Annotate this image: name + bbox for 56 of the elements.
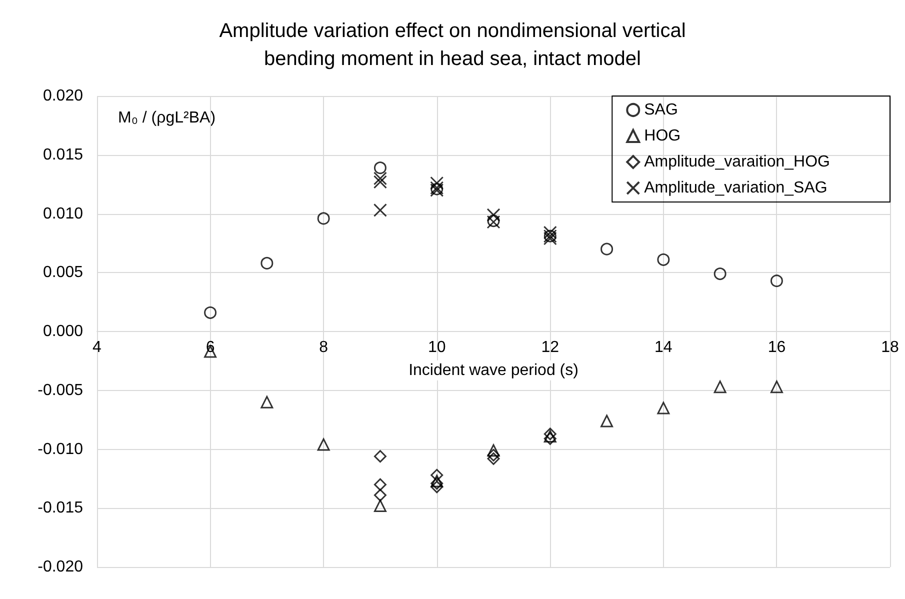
x-tick-label: 8	[319, 339, 328, 356]
legend-label: Amplitude_variation_SAG	[644, 180, 828, 196]
point	[430, 480, 444, 494]
y-tick-label: 0.010	[42, 205, 84, 222]
y-tick-label: -0.010	[38, 440, 84, 458]
point	[373, 203, 387, 217]
x-tick-label: 4	[92, 339, 102, 356]
chart-title: Amplitude variation effect on nondimensional vertical bending moment in head sea, intact model	[219, 20, 686, 70]
point	[374, 450, 386, 463]
point	[543, 226, 557, 240]
point	[374, 488, 386, 502]
legend-label: HOG	[644, 128, 681, 144]
y-axis-title: M₀ / (ρgL²BA)	[118, 110, 216, 126]
point	[770, 274, 783, 288]
x-tick-label: 16	[768, 339, 786, 356]
point	[374, 500, 386, 512]
y-tick-label: 0.020	[42, 88, 84, 104]
y-tick-label: -0.020	[38, 558, 84, 576]
point	[486, 208, 500, 222]
point	[487, 444, 500, 457]
point	[600, 242, 614, 256]
point	[260, 256, 274, 270]
point	[714, 268, 726, 280]
point	[714, 380, 726, 394]
point	[374, 162, 386, 174]
x-tick-label: 18	[881, 339, 899, 356]
point	[317, 438, 330, 451]
point	[430, 176, 444, 190]
point	[657, 402, 670, 414]
point	[487, 448, 500, 462]
legend-label: Amplitude_varaition_HOG	[644, 154, 830, 170]
y-tick-label: 0.000	[42, 323, 84, 340]
y-tick-label: -0.005	[38, 382, 84, 399]
y-tick-label: 0.015	[42, 146, 84, 164]
point	[770, 380, 783, 394]
x-tick-label: 12	[541, 339, 560, 356]
point	[600, 414, 614, 428]
point	[374, 478, 386, 491]
point	[487, 452, 500, 465]
x-tick-label: 14	[654, 339, 672, 356]
point	[430, 468, 444, 482]
point	[430, 474, 444, 488]
point	[430, 477, 444, 490]
legend-label: SAG	[644, 102, 678, 118]
x-axis-title: Incident wave period (s)	[408, 362, 578, 379]
point	[373, 172, 387, 186]
x-tick-label: 10	[428, 339, 446, 356]
point	[204, 306, 217, 319]
point	[543, 232, 557, 246]
point	[373, 175, 387, 189]
point	[260, 396, 274, 408]
point	[544, 428, 556, 440]
point	[317, 212, 330, 225]
y-tick-label: -0.015	[38, 500, 84, 517]
y-tick-label: 0.005	[42, 264, 84, 282]
point	[657, 253, 670, 266]
